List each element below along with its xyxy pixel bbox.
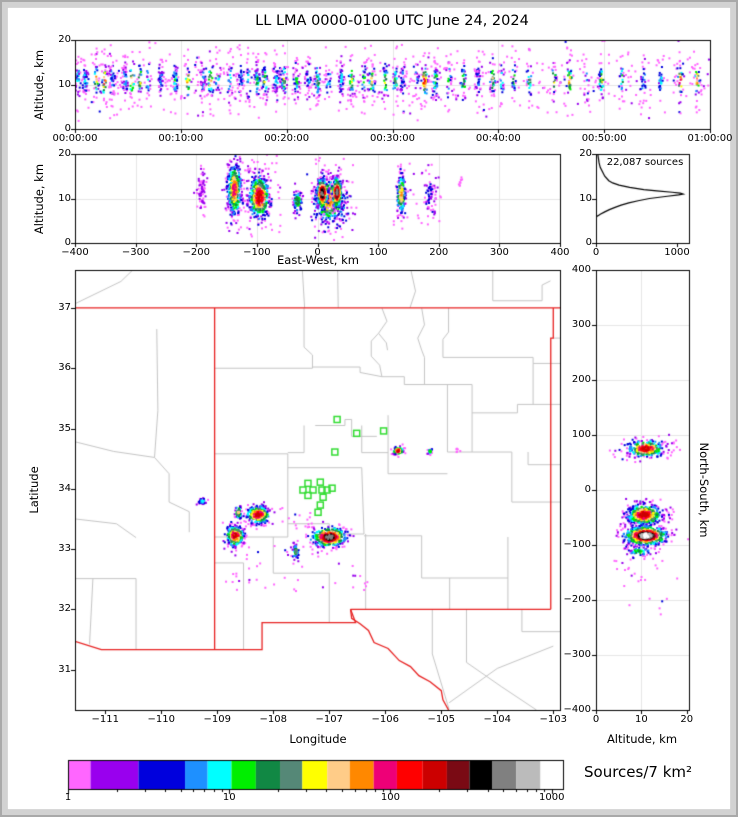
eastwest-axis-tick: −300 (121, 247, 150, 258)
eastwest-axis-tick: 200 (429, 247, 449, 258)
northsouth-tick: −200 (563, 594, 591, 605)
northsouth-tick: 100 (571, 429, 591, 440)
colorbar-tick: 1 (64, 792, 72, 803)
eastwest-panel-xlabel: East-West, km (277, 253, 359, 267)
histogram-count-tick: 1000 (664, 247, 690, 258)
latitude-tick: 31 (58, 663, 71, 675)
latitude-tick: 32 (58, 603, 71, 615)
eastwest-axis-tick: 300 (489, 247, 509, 258)
time-axis-tick: 00:00:00 (52, 133, 98, 144)
longitude-tick: −109 (203, 714, 231, 725)
time-panel-alt-tick: 0 (64, 123, 71, 134)
eastwest-panel-alt-tick: 10 (58, 192, 71, 204)
time-axis-tick: 00:30:00 (370, 133, 415, 144)
longitude-tick: −105 (427, 714, 455, 725)
longitude-tick: −108 (259, 714, 287, 725)
time-axis-tick: 00:10:00 (158, 133, 204, 144)
time-axis-tick: 01:00:00 (687, 133, 733, 144)
eastwest-panel-alt-tick: 0 (64, 237, 71, 248)
time-axis-tick: 00:50:00 (581, 133, 627, 144)
latitude-tick: 34 (58, 482, 71, 494)
northsouth-tick: −300 (563, 649, 591, 660)
northsouth-tick: −400 (563, 704, 591, 715)
northsouth-tick: 300 (571, 319, 591, 330)
longitude-tick: −104 (483, 714, 511, 725)
eastwest-axis-tick: 0 (314, 247, 321, 258)
eastwest-axis-tick: −200 (182, 247, 210, 258)
latitude-tick: 35 (58, 422, 71, 434)
latitude-tick: 33 (58, 543, 71, 555)
histogram-alt-tick: 0 (585, 237, 592, 248)
latitude-tick: 36 (58, 362, 71, 374)
map-xlabel: Longitude (289, 732, 347, 746)
latitude-tick: 37 (58, 301, 71, 313)
colorbar-label: Sources/7 km² (584, 763, 693, 781)
time-axis-tick: 00:40:00 (475, 133, 521, 144)
northsouth-panel-xlabel: Altitude, km (606, 732, 678, 746)
eastwest-axis-tick: −400 (61, 247, 89, 258)
colorbar-tick: 1000 (538, 792, 565, 803)
colorbar-tick: 100 (380, 792, 401, 803)
eastwest-panel-ylabel: Altitude, km (32, 163, 46, 235)
histogram-alt-tick: 20 (579, 148, 592, 159)
time-panel-ylabel: Altitude, km (32, 49, 46, 121)
eastwest-axis-tick: 100 (368, 247, 388, 258)
colorbar-tick: 10 (222, 792, 236, 803)
time-axis-tick: 00:20:00 (264, 133, 310, 144)
map-ylabel: Latitude (27, 466, 41, 514)
total-sources-annotation: 22,087 sources (606, 157, 684, 168)
ns-panel-alt-tick: 10 (634, 714, 648, 725)
longitude-tick: −103 (539, 714, 567, 725)
time-panel-alt-tick: 20 (58, 34, 71, 45)
eastwest-panel-alt-tick: 20 (58, 148, 71, 159)
northsouth-tick: −100 (563, 539, 591, 550)
eastwest-axis-tick: 400 (550, 247, 570, 258)
longitude-tick: −107 (315, 714, 343, 725)
time-panel-alt-tick: 10 (58, 78, 71, 90)
longitude-tick: −110 (147, 714, 175, 725)
eastwest-axis-tick: −100 (243, 247, 271, 258)
longitude-tick: −111 (91, 714, 119, 725)
ns-panel-alt-tick: 0 (592, 714, 600, 725)
longitude-tick: −106 (371, 714, 399, 725)
northsouth-tick: 200 (571, 374, 591, 385)
northsouth-tick: 0 (584, 484, 591, 495)
northsouth-tick: 400 (571, 264, 591, 275)
figure-title: LL LMA 0000-0100 UTC June 24, 2024 (255, 13, 529, 29)
histogram-count-tick: 0 (592, 247, 600, 258)
histogram-alt-tick: 10 (579, 192, 592, 204)
northsouth-panel-ylabel: North-South, km (697, 442, 711, 538)
ns-panel-alt-tick: 20 (680, 714, 694, 725)
